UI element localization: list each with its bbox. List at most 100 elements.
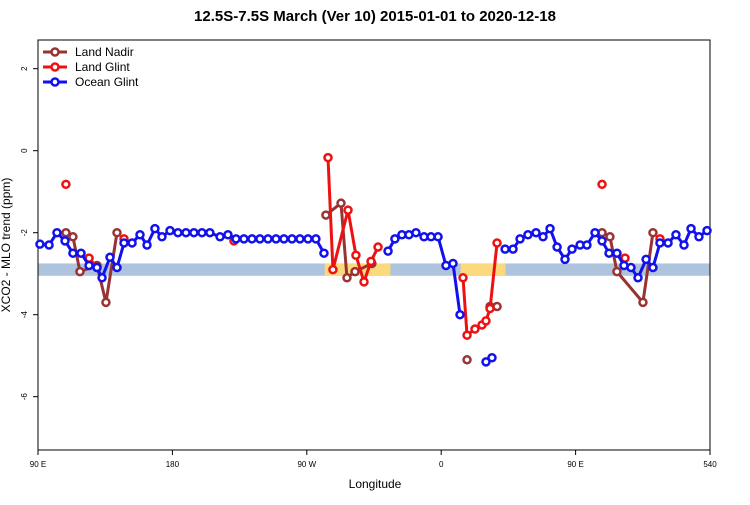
data-point bbox=[135, 230, 145, 240]
data-point bbox=[255, 234, 265, 244]
data-point bbox=[552, 242, 562, 252]
x-tick-label: 90 E bbox=[30, 460, 46, 469]
data-point bbox=[336, 198, 346, 208]
data-point bbox=[492, 238, 502, 248]
x-tick-label: 90 W bbox=[297, 460, 316, 469]
legend-marker bbox=[50, 77, 60, 87]
data-point bbox=[44, 240, 54, 250]
data-point bbox=[458, 273, 468, 283]
data-point bbox=[487, 353, 497, 363]
y-tick-label: 0 bbox=[20, 148, 29, 153]
x-axis-label: Longitude bbox=[349, 477, 402, 491]
data-point bbox=[35, 239, 45, 249]
data-point bbox=[462, 355, 472, 365]
data-point bbox=[433, 232, 443, 242]
data-point bbox=[481, 357, 491, 367]
data-point bbox=[165, 225, 175, 236]
data-point bbox=[411, 227, 421, 238]
data-point bbox=[61, 227, 71, 238]
x-tick-label: 90 E bbox=[567, 460, 583, 469]
data-point bbox=[350, 266, 360, 277]
data-point bbox=[470, 324, 480, 334]
data-point bbox=[545, 223, 555, 234]
y-tick-label: 2 bbox=[20, 66, 29, 71]
data-point bbox=[197, 227, 207, 238]
data-point bbox=[223, 230, 233, 240]
data-point bbox=[215, 232, 225, 242]
data-point bbox=[328, 264, 338, 275]
data-point bbox=[612, 266, 622, 277]
data-point bbox=[366, 256, 376, 267]
data-point bbox=[105, 252, 115, 263]
data-point bbox=[702, 225, 712, 236]
data-point bbox=[101, 297, 111, 308]
data-point bbox=[119, 238, 129, 248]
data-point bbox=[112, 262, 122, 273]
data-point bbox=[271, 234, 281, 244]
data-point bbox=[351, 250, 361, 260]
data-point bbox=[638, 297, 648, 308]
data-point bbox=[311, 234, 321, 244]
data-point bbox=[462, 330, 472, 340]
legend-label: Land Glint bbox=[75, 60, 130, 74]
x-tick-label: 540 bbox=[703, 460, 717, 469]
data-point bbox=[481, 316, 491, 326]
data-point bbox=[239, 234, 249, 244]
data-point bbox=[373, 242, 383, 252]
data-point bbox=[655, 238, 665, 248]
data-point bbox=[189, 227, 199, 238]
data-point bbox=[663, 238, 673, 248]
data-point bbox=[485, 303, 495, 314]
data-point bbox=[68, 248, 78, 258]
data-point bbox=[157, 232, 167, 242]
data-point bbox=[538, 232, 548, 242]
data-point bbox=[633, 273, 643, 283]
data-point bbox=[359, 277, 369, 287]
data-point bbox=[75, 266, 85, 277]
data-point bbox=[342, 273, 352, 283]
data-point bbox=[390, 234, 400, 244]
data-point bbox=[641, 254, 651, 265]
x-tick-label: 180 bbox=[166, 460, 180, 469]
data-point bbox=[142, 240, 152, 250]
data-point bbox=[60, 236, 70, 246]
data-point bbox=[582, 240, 592, 250]
data-point bbox=[52, 227, 62, 238]
data-point bbox=[597, 179, 607, 190]
x-tick-label: 0 bbox=[439, 460, 444, 469]
legend-marker bbox=[50, 47, 60, 57]
legend-label: Land Nadir bbox=[75, 45, 134, 59]
data-point bbox=[679, 240, 689, 250]
data-point bbox=[127, 238, 137, 248]
legend-marker bbox=[50, 62, 60, 72]
data-point bbox=[648, 262, 658, 273]
y-tick-label: -2 bbox=[20, 229, 29, 237]
data-point bbox=[612, 248, 622, 258]
y-axis-label: XCO2 - MLO trend (ppm) bbox=[0, 178, 13, 313]
data-point bbox=[68, 232, 78, 242]
data-point bbox=[604, 248, 614, 258]
data-point bbox=[515, 234, 525, 244]
data-point bbox=[76, 248, 86, 258]
data-point bbox=[448, 258, 458, 269]
data-point bbox=[383, 246, 393, 256]
data-point bbox=[686, 223, 696, 234]
data-point bbox=[287, 234, 297, 244]
data-point bbox=[500, 244, 510, 254]
data-point bbox=[295, 234, 305, 244]
data-point bbox=[567, 244, 577, 254]
data-point bbox=[150, 223, 160, 234]
chart-title: 12.5S-7.5S March (Ver 10) 2015-01-01 to … bbox=[194, 8, 556, 25]
data-point bbox=[112, 227, 122, 238]
data-point bbox=[648, 227, 658, 238]
data-point bbox=[319, 248, 329, 258]
data-point bbox=[247, 234, 257, 244]
data-point bbox=[671, 230, 681, 240]
data-point bbox=[626, 262, 636, 273]
data-point bbox=[263, 234, 273, 244]
y-tick-label: -4 bbox=[20, 311, 29, 319]
data-point bbox=[279, 234, 289, 244]
data-point bbox=[205, 227, 215, 238]
